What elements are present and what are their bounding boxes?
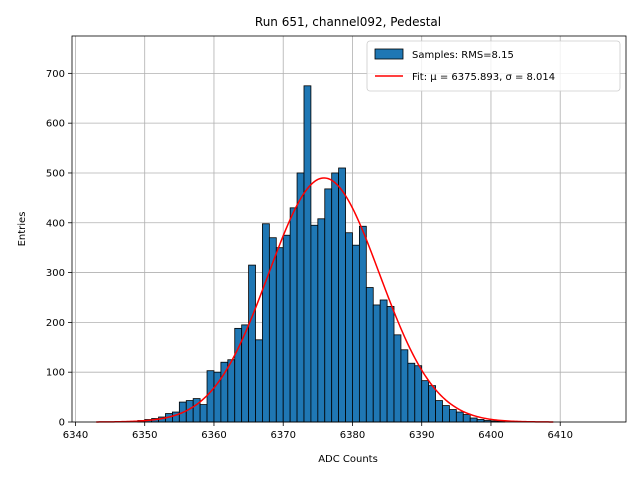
histogram-bar (310, 224, 319, 423)
y-tick-label: 700 (46, 69, 65, 80)
histogram-bar (303, 85, 312, 423)
histogram-bar (255, 339, 263, 423)
histogram-bar (358, 225, 367, 423)
x-axis-ticks: 6340 6350 6360 6370 6380 6390 6400 6410 (63, 422, 573, 441)
x-tick-label: 6370 (270, 430, 295, 441)
x-tick-label: 6380 (340, 430, 365, 441)
histogram-bar (449, 409, 457, 423)
fit-curve-layer (96, 177, 554, 423)
histogram-bar (428, 385, 436, 423)
histogram-bar (317, 218, 326, 423)
histogram-bar (220, 361, 229, 423)
histogram-bar (379, 299, 388, 423)
histogram-bar (296, 172, 305, 423)
x-tick-label: 6360 (201, 430, 226, 441)
histogram-bar (442, 405, 450, 423)
histogram-bar (386, 306, 395, 423)
histogram-bar (393, 334, 402, 423)
histogram-bars (137, 85, 506, 423)
histogram-bar (421, 380, 430, 423)
chart-title: Run 651, channel092, Pedestal (255, 15, 441, 29)
y-tick-label: 500 (46, 168, 65, 179)
y-axis-title: Entries (17, 212, 28, 247)
x-tick-label: 6350 (132, 430, 157, 441)
y-tick-label: 100 (46, 368, 65, 379)
histogram-bar (455, 411, 464, 423)
legend-box (366, 40, 621, 92)
histogram-bar (206, 370, 215, 423)
legend-entry-samples: Samples: RMS=8.15 (412, 50, 514, 61)
histogram-bar (199, 404, 208, 423)
histogram-bar (435, 400, 443, 423)
y-tick-label: 200 (46, 318, 65, 329)
histogram-bar (262, 223, 270, 423)
gaussian-fit-curve (96, 177, 554, 423)
histogram-bar (414, 365, 423, 423)
y-tick-label: 600 (46, 119, 65, 130)
histogram-bar (469, 417, 478, 423)
histogram-bar (345, 232, 353, 423)
x-tick-label: 6390 (409, 430, 434, 441)
y-tick-label: 0 (59, 418, 65, 429)
histogram-bar (324, 188, 333, 423)
histogram-bar (407, 362, 416, 423)
y-axis-ticks: 0 100 200 300 400 500 600 700 (46, 69, 72, 429)
plot-area-frame (71, 35, 627, 423)
histogram-bar (185, 400, 194, 423)
histogram-bar (275, 247, 284, 423)
histogram-bar (462, 414, 471, 423)
x-axis-title: ADC Counts (318, 454, 378, 465)
histogram-bar (227, 359, 236, 423)
histogram-bar (282, 234, 291, 423)
histogram-bar (331, 172, 340, 423)
histogram-bar (400, 349, 409, 423)
histogram-bar (365, 287, 374, 423)
y-tick-label: 300 (46, 268, 65, 279)
legend-histogram-swatch (374, 48, 404, 60)
x-tick-label: 6410 (547, 430, 572, 441)
histogram-bar (248, 264, 256, 423)
legend: Samples: RMS=8.15 Fit: μ = 6375.893, σ =… (366, 40, 621, 92)
x-tick-label: 6400 (478, 430, 503, 441)
y-tick-label: 400 (46, 218, 65, 229)
histogram-bar (352, 244, 360, 423)
histogram-bar (289, 207, 298, 423)
x-tick-label: 6340 (63, 430, 88, 441)
legend-entry-fit: Fit: μ = 6375.893, σ = 8.014 (412, 72, 555, 83)
histogram-bar (268, 237, 277, 423)
histogram-bar (338, 167, 346, 423)
histogram-bar (372, 304, 381, 423)
